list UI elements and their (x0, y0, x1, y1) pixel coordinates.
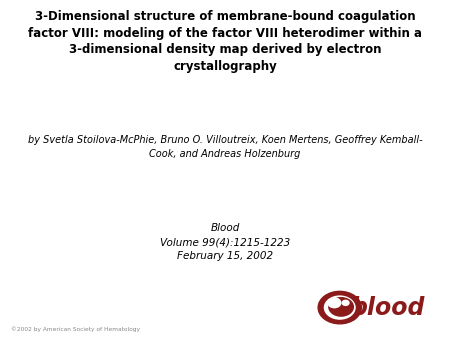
Circle shape (318, 291, 361, 324)
Text: ©2002 by American Society of Hematology: ©2002 by American Society of Hematology (11, 326, 140, 332)
Text: Blood
Volume 99(4):1215-1223
February 15, 2002: Blood Volume 99(4):1215-1223 February 15… (160, 223, 290, 261)
Circle shape (324, 296, 355, 319)
Text: by Svetla Stoilova-McPhie, Bruno O. Villoutreix, Koen Mertens, Geoffrey Kemball-: by Svetla Stoilova-McPhie, Bruno O. Vill… (28, 135, 422, 159)
Circle shape (329, 298, 353, 316)
Text: 3-Dimensional structure of membrane-bound coagulation
factor VIII: modeling of t: 3-Dimensional structure of membrane-boun… (28, 10, 422, 73)
Circle shape (340, 314, 344, 316)
Circle shape (328, 298, 341, 308)
Text: blood: blood (350, 295, 424, 320)
Circle shape (342, 300, 349, 305)
